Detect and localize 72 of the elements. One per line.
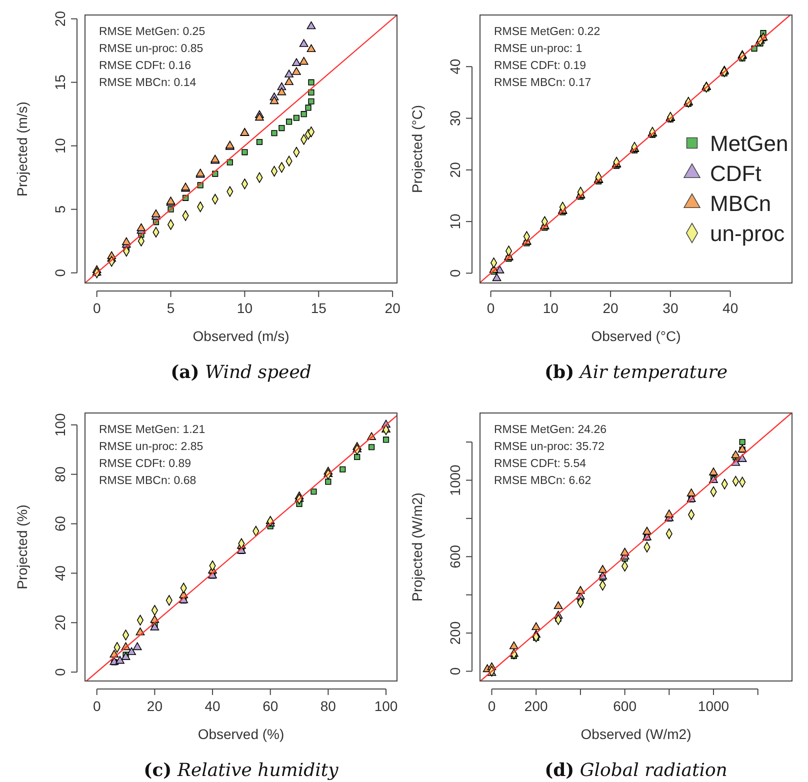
x-tick-label: 40 [722,300,738,316]
annotation: RMSE MBCn: 0.14 [99,77,197,89]
y-axis-title: Projected (°C) [409,104,425,194]
y-tick-label: 0 [447,667,463,676]
y-tick-label: 40 [52,565,68,581]
y-tick-label: 20 [447,162,463,178]
annotation: RMSE CDFt: 0.89 [99,458,192,470]
x-tick-label: 200 [524,698,548,714]
x-axis-title: Observed (W/m2) [580,726,692,742]
x-tick-label: 80 [320,698,336,714]
y-tick-label: 600 [447,544,463,568]
x-axis-title: Observed (%) [198,726,284,742]
y-tick-label: 100 [52,412,68,437]
x-tick-label: 20 [384,300,401,316]
x-axis-title: Observed (m/s) [192,328,290,344]
text: (d) Global radiation [544,760,728,781]
y-tick-label: 10 [52,138,68,154]
x-tick-label: 20 [602,300,619,316]
y-tick-label: 20 [52,614,68,630]
y-tick-label: 20 [52,10,68,27]
annotation: RMSE CDFt: 5.54 [494,458,587,470]
annotation: RMSE MBCn: 0.17 [494,77,592,89]
x-tick-label: 0 [486,300,495,316]
annotation: RMSE MBCn: 0.68 [99,475,196,487]
annotation: RMSE CDFt: 0.16 [99,60,192,72]
annotation: RMSE MetGen: 0.25 [99,26,206,38]
y-tick-label: 40 [447,58,463,74]
x-tick-label: 100 [374,698,398,714]
x-tick-label: 10 [542,300,559,316]
text: (a) Wind speed [170,362,312,383]
y-tick-label: 15 [52,74,68,90]
x-tick-label: 5 [166,300,175,316]
text: (c) Relative humidity [144,760,340,781]
y-axis-title: Projected (m/s) [14,102,30,196]
y-tick-label: 60 [52,516,68,532]
y-tick-label: 10 [447,214,463,230]
annotation: RMSE MetGen: 1.21 [99,424,206,436]
y-tick-label: 1000 [447,464,463,496]
y-axis-title: Projected (%) [14,504,30,590]
legend-label: MBCn [710,191,772,216]
y-tick-label: 0 [447,269,463,278]
x-tick-label: 600 [613,698,637,714]
legend-label: MetGen [710,131,788,156]
text: (b) Air temperature [544,362,728,383]
annotation: RMSE CDFt: 0.19 [494,60,586,72]
x-tick-label: 30 [662,300,678,316]
x-tick-label: 10 [236,300,253,316]
annotation: RMSE MetGen: 24.26 [494,424,606,436]
x-tick-label: 0 [488,698,496,714]
x-tick-label: 0 [92,698,101,714]
x-tick-label: 20 [146,698,163,714]
y-tick-label: 5 [52,205,68,214]
x-tick-label: 15 [310,300,327,316]
y-tick-label: 80 [52,466,68,482]
legend-label: un-proc [710,221,785,246]
y-tick-label: 200 [447,621,463,645]
legend-label: CDFt [710,161,762,186]
annotation: RMSE MetGen: 0.22 [494,26,600,38]
annotation: RMSE un-proc: 2.85 [99,441,204,453]
x-tick-label: 40 [204,698,221,714]
x-tick-label: 60 [262,698,278,714]
x-tick-label: 0 [92,300,101,316]
annotation: RMSE un-proc: 0.85 [99,43,204,55]
y-tick-label: 30 [447,110,463,126]
annotation: RMSE un-proc: 35.72 [494,441,605,453]
x-tick-label: 1000 [698,698,730,714]
y-tick-label: 0 [52,668,68,676]
y-axis-title: Projected (W/m2) [409,492,425,602]
x-axis-title: Observed (°C) [591,328,681,344]
y-tick-label: 0 [52,268,68,277]
annotation: RMSE MBCn: 6.62 [494,475,592,487]
annotation: RMSE un-proc: 1 [494,43,582,55]
